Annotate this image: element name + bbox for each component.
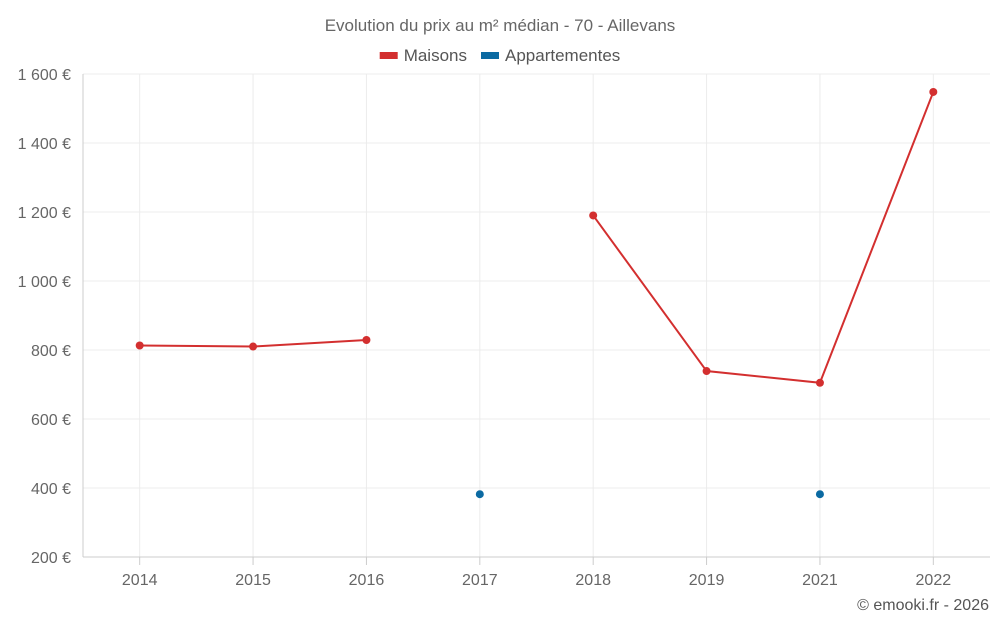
legend: Maisons Appartementes — [379, 46, 620, 65]
y-tick-label: 1 200 € — [18, 205, 71, 222]
x-tick-label: 2022 — [916, 572, 952, 589]
data-point-appartementes — [475, 490, 484, 499]
series-line-maisons — [592, 91, 935, 384]
data-point-maisons — [815, 378, 824, 387]
x-tick-label: 2016 — [349, 572, 385, 589]
x-axis: 2014 2015 2016 2017 2018 2019 2021 2022 — [83, 556, 990, 589]
x-tick-label: 2019 — [689, 572, 725, 589]
y-tick-label: 1 000 € — [18, 274, 71, 291]
legend-swatch — [379, 52, 398, 59]
y-tick-label: 600 € — [31, 412, 71, 429]
data-point-maisons — [135, 341, 144, 350]
x-tick-label: 2014 — [122, 572, 158, 589]
series-layer — [135, 87, 938, 499]
x-tick-label: 2015 — [235, 572, 271, 589]
data-point-maisons — [589, 211, 598, 220]
x-tick-label: 2017 — [462, 572, 498, 589]
series-maisons — [135, 87, 938, 387]
data-point-maisons — [249, 342, 258, 351]
y-tick-label: 400 € — [31, 481, 71, 498]
data-point-maisons — [702, 367, 711, 376]
data-point-maisons — [362, 335, 371, 344]
legend-swatch — [481, 52, 500, 59]
credit-text: © emooki.fr - 2026 — [857, 597, 989, 614]
legend-label: Maisons — [404, 46, 467, 65]
y-tick-label: 1 600 € — [18, 67, 71, 84]
series-appartementes — [475, 490, 824, 499]
legend-label: Appartementes — [505, 46, 620, 65]
data-point-appartementes — [815, 490, 824, 499]
chart-title: Evolution du prix au m² médian - 70 - Ai… — [325, 16, 676, 35]
y-tick-label: 200 € — [31, 550, 71, 567]
y-tick-label: 1 400 € — [18, 136, 71, 153]
grid — [83, 73, 990, 558]
x-tick-label: 2018 — [575, 572, 611, 589]
y-axis: 200 € 400 € 600 € 800 € 1 000 € 1 200 € 1 400 … — [18, 67, 84, 567]
data-point-maisons — [929, 87, 938, 96]
x-tick-label: 2021 — [802, 572, 838, 589]
y-tick-label: 800 € — [31, 343, 71, 360]
